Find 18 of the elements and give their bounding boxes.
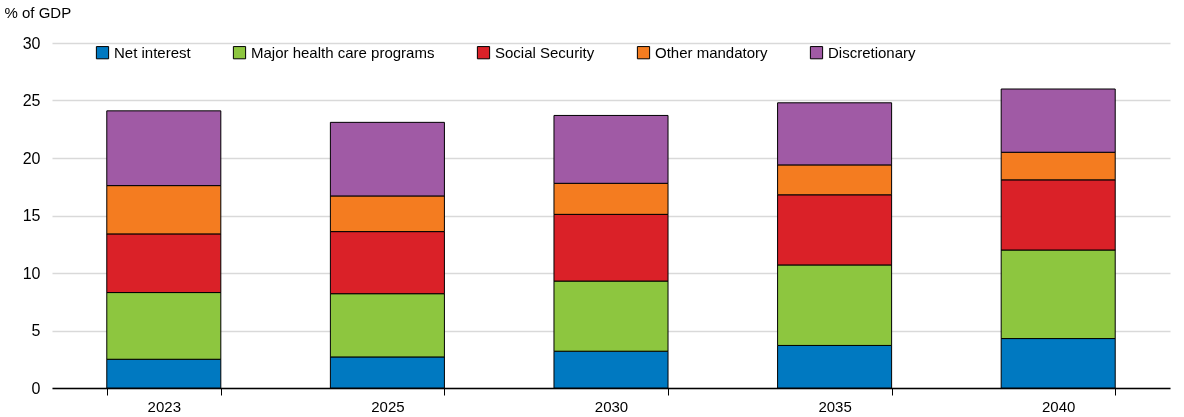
y-axis-title: % of GDP	[4, 3, 72, 21]
x-tick-label: 2025	[371, 397, 405, 415]
legend-label: Social Security	[495, 43, 595, 61]
y-tick-label: 30	[22, 34, 41, 52]
legend-label: Net interest	[114, 43, 192, 61]
x-tick-label: 2040	[1042, 397, 1076, 415]
x-tick-label: 2023	[147, 397, 181, 415]
x-tick-label: 2035	[818, 397, 852, 415]
y-tick-label: 15	[22, 207, 41, 224]
legend-label: Other mandatory	[655, 43, 769, 61]
legend-label: Discretionary	[828, 43, 917, 61]
y-tick-label: 20	[22, 149, 41, 167]
y-tick-label: 5	[31, 322, 41, 339]
y-tick-label: 0	[31, 379, 41, 397]
legend-label: Major health care programs	[251, 43, 435, 61]
y-tick-label: 10	[22, 264, 41, 282]
y-tick-label: 25	[22, 92, 41, 109]
x-tick-label: 2030	[594, 397, 629, 415]
